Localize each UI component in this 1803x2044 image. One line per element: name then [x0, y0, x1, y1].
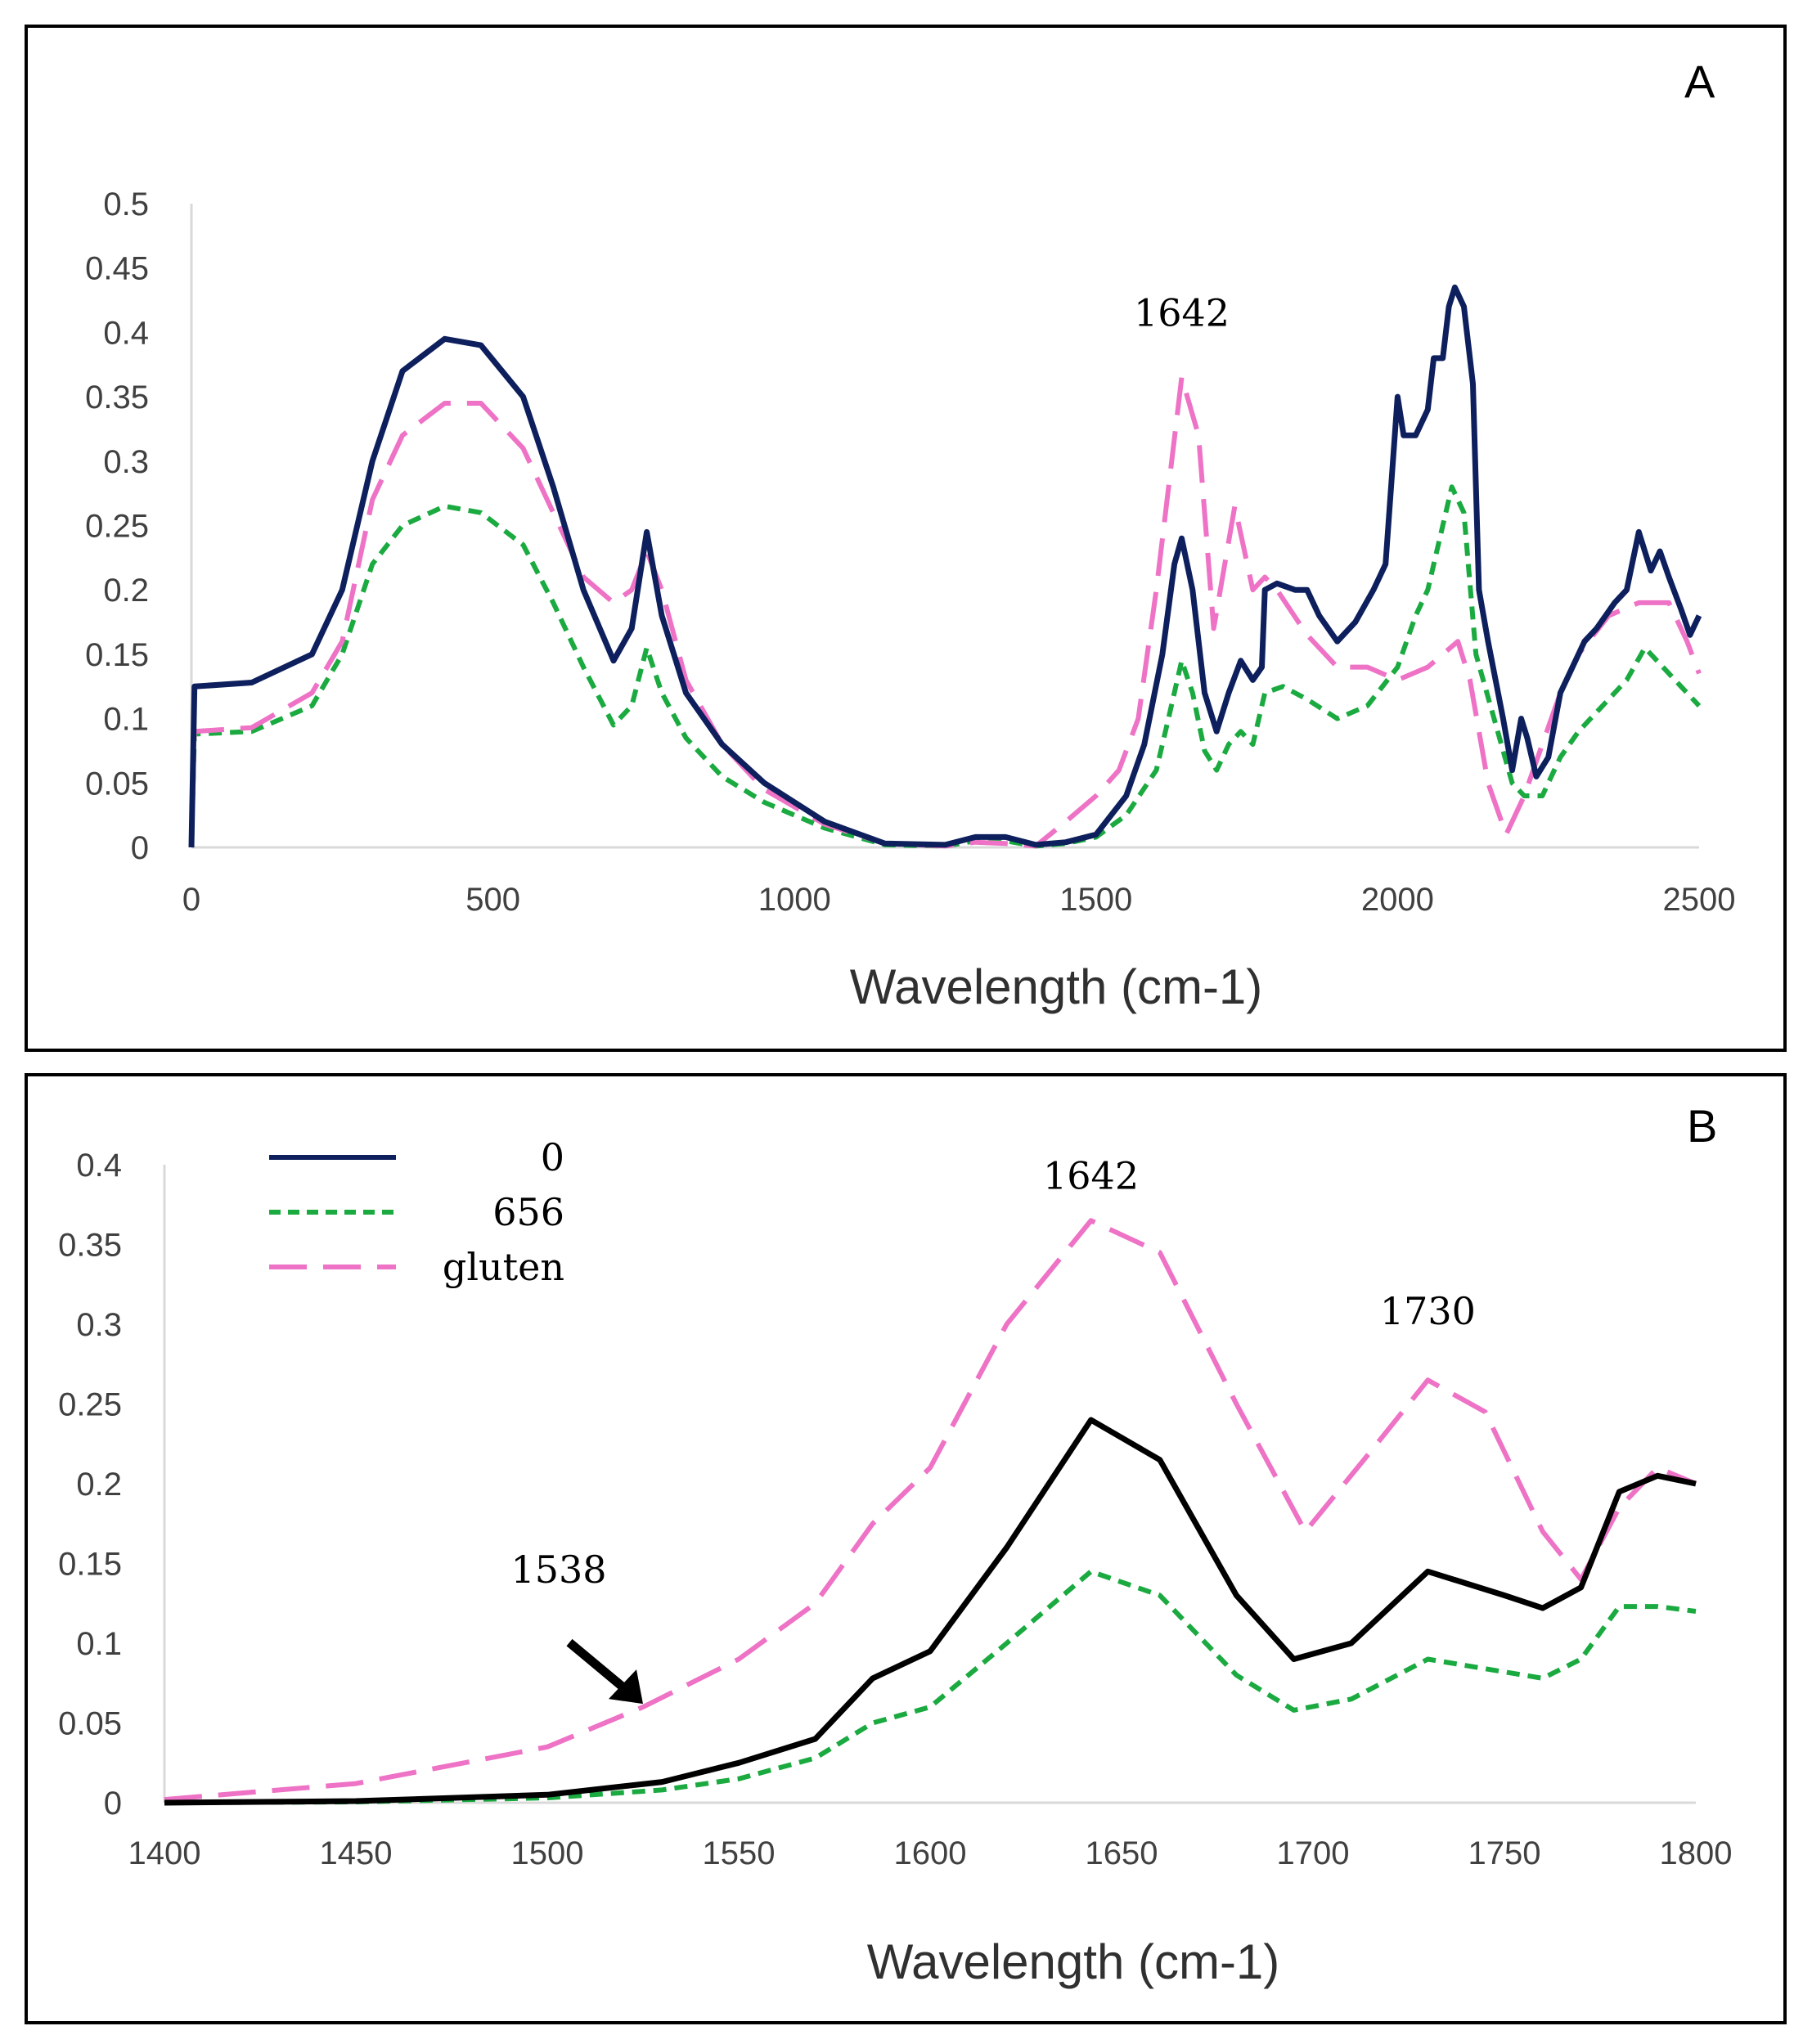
panel-a-label: A — [1684, 56, 1715, 107]
x-tick-label: 2500 — [1663, 882, 1736, 918]
y-tick-label: 0.05 — [58, 1706, 122, 1742]
chart-a: A 0 0.05 0.1 0.15 0.2 0.25 0.3 0.35 0.4 0.45 0.5 0… — [85, 56, 1736, 1014]
y-tick-label: 0 — [131, 830, 149, 866]
x-tick-label: 1700 — [1277, 1835, 1350, 1871]
y-tick-label: 0 — [104, 1786, 122, 1822]
series-line-0 — [164, 1417, 1697, 1806]
series-line-gluten — [164, 1218, 1697, 1803]
y-tick-label: 0.4 — [76, 1148, 122, 1184]
y-tick-label: 0.25 — [85, 509, 149, 545]
panel-a: A 0 0.05 0.1 0.15 0.2 0.25 0.3 0.35 0.4 0.45 0.5 0… — [25, 25, 1787, 1052]
y-tick-label: 0.2 — [76, 1467, 122, 1503]
x-tick-label: 1650 — [1086, 1835, 1158, 1871]
series-line-656 — [189, 484, 1702, 849]
y-tick-label: 0.3 — [76, 1307, 122, 1343]
legend-label-gluten: gluten — [443, 1245, 564, 1289]
x-tick-label: 1800 — [1660, 1835, 1733, 1871]
y-tick-label: 0.05 — [85, 766, 149, 802]
x-tick-label: 0 — [182, 882, 200, 918]
y-tick-label: 0.2 — [103, 573, 149, 609]
y-tick-label: 0.3 — [103, 444, 149, 480]
x-tick-label: 1500 — [1059, 882, 1132, 918]
y-tick-label: 0.25 — [58, 1387, 122, 1423]
y-tick-label: 0.1 — [76, 1626, 122, 1662]
x-tick-label: 500 — [465, 882, 520, 918]
annotation-arrowhead — [609, 1669, 643, 1705]
y-tick-label: 0.15 — [85, 637, 149, 673]
y-tick-label: 0.5 — [103, 186, 149, 222]
x-tick-label: 2000 — [1361, 882, 1434, 918]
y-tick-label: 0.4 — [103, 315, 149, 351]
y-tick-label: 0.35 — [58, 1228, 122, 1264]
series-line-gluten — [189, 375, 1702, 849]
x-tick-label: 1750 — [1468, 1835, 1541, 1871]
x-axis-title: Wavelength (cm-1) — [867, 1934, 1280, 1989]
x-tick-label: 1600 — [894, 1835, 967, 1871]
y-tick-label: 0.45 — [85, 251, 149, 287]
series-line-0 — [188, 284, 1702, 848]
x-tick-label: 1550 — [703, 1835, 776, 1871]
series-line-656 — [164, 1569, 1697, 1805]
legend-label-0: 0 — [541, 1135, 564, 1179]
x-tick-label: 1500 — [511, 1835, 584, 1871]
peak-annotation-1642: 1642 — [1043, 1153, 1139, 1197]
chart-b: B 0 0.05 0.1 0.15 0.2 0.25 0.3 0.35 0.4 1400 1450… — [58, 1100, 1733, 1989]
x-tick-label: 1400 — [128, 1835, 201, 1871]
panel-b-label: B — [1687, 1100, 1717, 1152]
x-tick-label: 1000 — [758, 882, 831, 918]
x-axis-title: Wavelength (cm-1) — [850, 959, 1263, 1014]
legend: 0 656 gluten — [269, 1135, 564, 1289]
y-tick-label: 0.35 — [85, 380, 149, 416]
panel-b: B 0 0.05 0.1 0.15 0.2 0.25 0.3 0.35 0.4 1400 1450… — [25, 1073, 1787, 2024]
legend-label-656: 656 — [492, 1190, 564, 1234]
peak-annotation-1730: 1730 — [1380, 1289, 1476, 1333]
y-tick-label: 0.15 — [58, 1547, 122, 1583]
peak-annotation-1642: 1642 — [1134, 291, 1230, 335]
x-tick-label: 1450 — [320, 1835, 393, 1871]
peak-annotation-1538: 1538 — [511, 1548, 607, 1592]
y-tick-label: 0.1 — [103, 702, 149, 738]
